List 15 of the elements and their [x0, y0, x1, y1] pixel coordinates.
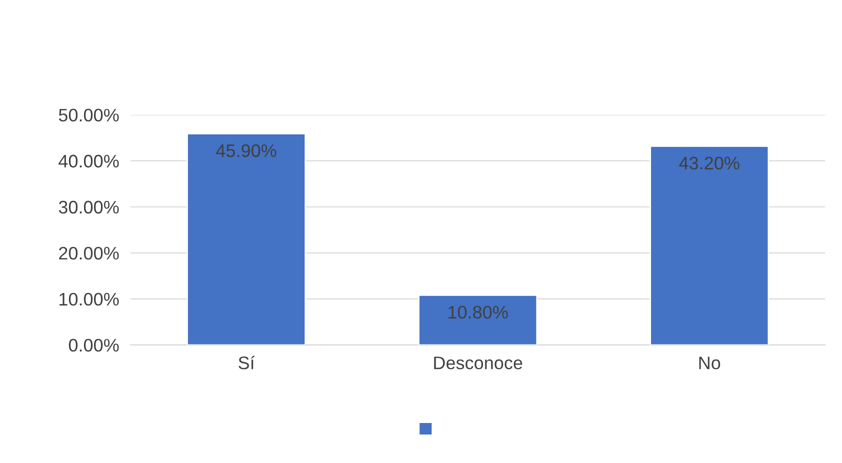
data-label: 45.90%: [216, 144, 276, 158]
y-tick-label: 50.00%: [58, 108, 119, 122]
x-tick-label: Sí: [238, 356, 255, 370]
data-label: 10.80%: [448, 306, 508, 319]
y-tick-label: 40.00%: [58, 154, 119, 168]
bar: [186, 133, 306, 345]
x-tick-label: No: [699, 356, 720, 370]
x-tick-label: Desconoce: [434, 356, 522, 370]
data-label: 43.20%: [679, 156, 740, 170]
y-tick-label: 10.00%: [60, 292, 119, 306]
bar: [650, 145, 770, 345]
y-tick-label: 20.00%: [59, 246, 119, 260]
y-tick-label: 0.00%: [68, 338, 119, 352]
bar: [418, 294, 538, 345]
y-tick-label: 30.00%: [58, 200, 119, 214]
